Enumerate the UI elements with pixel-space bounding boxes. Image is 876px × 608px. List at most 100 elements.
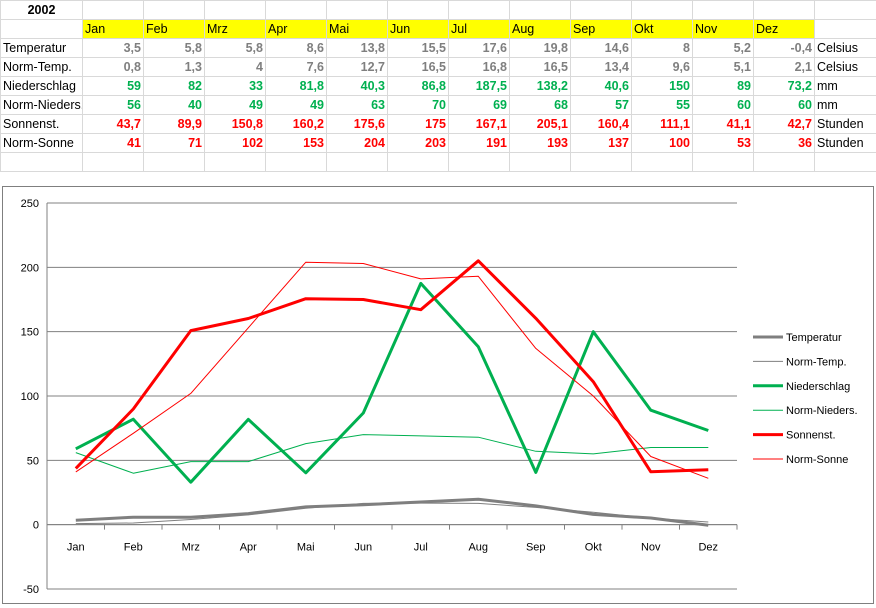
value-cell[interactable]: 71 <box>144 134 205 153</box>
value-cell[interactable]: 40 <box>144 96 205 115</box>
value-cell[interactable]: 41,1 <box>693 115 754 134</box>
row-label[interactable]: Norm-Temp. <box>1 58 83 77</box>
empty-cell[interactable] <box>144 1 205 20</box>
value-cell[interactable]: 167,1 <box>449 115 510 134</box>
value-cell[interactable]: 60 <box>754 96 815 115</box>
value-cell[interactable]: 89 <box>693 77 754 96</box>
value-cell[interactable]: 59 <box>83 77 144 96</box>
empty-cell[interactable] <box>388 1 449 20</box>
empty-cell[interactable] <box>327 153 388 172</box>
value-cell[interactable]: 153 <box>266 134 327 153</box>
empty-cell[interactable] <box>571 153 632 172</box>
empty-cell[interactable] <box>205 153 266 172</box>
value-cell[interactable]: 137 <box>571 134 632 153</box>
value-cell[interactable]: 204 <box>327 134 388 153</box>
empty-cell[interactable] <box>205 1 266 20</box>
unit-cell[interactable]: Celsius <box>815 58 876 77</box>
unit-cell[interactable]: mm <box>815 96 876 115</box>
month-header[interactable]: Nov <box>693 20 754 39</box>
month-header[interactable]: Mrz <box>205 20 266 39</box>
value-cell[interactable]: 73,2 <box>754 77 815 96</box>
value-cell[interactable]: 70 <box>388 96 449 115</box>
empty-cell[interactable] <box>571 1 632 20</box>
row-label[interactable]: Temperatur <box>1 39 83 58</box>
month-header[interactable]: Mai <box>327 20 388 39</box>
month-header[interactable]: Apr <box>266 20 327 39</box>
row-label[interactable]: Sonnenst. <box>1 115 83 134</box>
value-cell[interactable]: 49 <box>205 96 266 115</box>
value-cell[interactable]: 160,2 <box>266 115 327 134</box>
value-cell[interactable]: 43,7 <box>83 115 144 134</box>
value-cell[interactable]: 9,6 <box>632 58 693 77</box>
value-cell[interactable]: 193 <box>510 134 571 153</box>
value-cell[interactable]: 81,8 <box>266 77 327 96</box>
empty-cell[interactable] <box>693 1 754 20</box>
value-cell[interactable]: 86,8 <box>388 77 449 96</box>
value-cell[interactable]: 3,5 <box>83 39 144 58</box>
empty-cell[interactable] <box>754 153 815 172</box>
value-cell[interactable]: 8,6 <box>266 39 327 58</box>
empty-cell[interactable] <box>83 1 144 20</box>
value-cell[interactable]: 4 <box>205 58 266 77</box>
empty-cell[interactable] <box>754 1 815 20</box>
month-header[interactable]: Sep <box>571 20 632 39</box>
value-cell[interactable]: 138,2 <box>510 77 571 96</box>
unit-cell[interactable]: Celsius <box>815 39 876 58</box>
value-cell[interactable]: 2,1 <box>754 58 815 77</box>
value-cell[interactable]: 40,3 <box>327 77 388 96</box>
unit-cell[interactable]: mm <box>815 77 876 96</box>
value-cell[interactable]: 13,4 <box>571 58 632 77</box>
empty-cell[interactable] <box>388 153 449 172</box>
value-cell[interactable]: 41 <box>83 134 144 153</box>
empty-cell[interactable] <box>83 153 144 172</box>
value-cell[interactable]: 42,7 <box>754 115 815 134</box>
empty-cell[interactable] <box>266 153 327 172</box>
empty-cell[interactable] <box>510 153 571 172</box>
empty-cell[interactable] <box>815 153 876 172</box>
value-cell[interactable]: 8 <box>632 39 693 58</box>
value-cell[interactable]: 69 <box>449 96 510 115</box>
value-cell[interactable]: 89,9 <box>144 115 205 134</box>
value-cell[interactable]: 175 <box>388 115 449 134</box>
empty-cell[interactable] <box>144 153 205 172</box>
value-cell[interactable]: 111,1 <box>632 115 693 134</box>
row-label[interactable]: Norm-Sonne <box>1 134 83 153</box>
value-cell[interactable]: 33 <box>205 77 266 96</box>
empty-cell[interactable] <box>266 1 327 20</box>
month-header[interactable]: Jul <box>449 20 510 39</box>
value-cell[interactable]: 56 <box>83 96 144 115</box>
value-cell[interactable]: 12,7 <box>327 58 388 77</box>
value-cell[interactable]: 36 <box>754 134 815 153</box>
value-cell[interactable]: 40,6 <box>571 77 632 96</box>
month-header[interactable]: Okt <box>632 20 693 39</box>
value-cell[interactable]: 7,6 <box>266 58 327 77</box>
value-cell[interactable]: 53 <box>693 134 754 153</box>
value-cell[interactable]: 16,8 <box>449 58 510 77</box>
month-header[interactable]: Jun <box>388 20 449 39</box>
value-cell[interactable]: 13,8 <box>327 39 388 58</box>
empty-cell[interactable] <box>632 1 693 20</box>
value-cell[interactable]: 55 <box>632 96 693 115</box>
unit-cell[interactable]: Stunden <box>815 115 876 134</box>
month-header[interactable]: Feb <box>144 20 205 39</box>
unit-cell[interactable]: Stunden <box>815 134 876 153</box>
empty-cell[interactable] <box>327 1 388 20</box>
value-cell[interactable]: 16,5 <box>510 58 571 77</box>
value-cell[interactable]: 63 <box>327 96 388 115</box>
year-cell[interactable]: 2002 <box>1 1 83 20</box>
value-cell[interactable]: 175,6 <box>327 115 388 134</box>
row-label[interactable]: Norm-Nieders. <box>1 96 83 115</box>
value-cell[interactable]: 1,3 <box>144 58 205 77</box>
value-cell[interactable]: 57 <box>571 96 632 115</box>
value-cell[interactable]: 16,5 <box>388 58 449 77</box>
empty-cell[interactable] <box>693 153 754 172</box>
value-cell[interactable]: 187,5 <box>449 77 510 96</box>
value-cell[interactable]: 15,5 <box>388 39 449 58</box>
value-cell[interactable]: 5,1 <box>693 58 754 77</box>
value-cell[interactable]: 160,4 <box>571 115 632 134</box>
empty-cell[interactable] <box>449 1 510 20</box>
empty-cell[interactable] <box>815 20 876 39</box>
value-cell[interactable]: 19,8 <box>510 39 571 58</box>
empty-cell[interactable] <box>1 20 83 39</box>
value-cell[interactable]: 60 <box>693 96 754 115</box>
